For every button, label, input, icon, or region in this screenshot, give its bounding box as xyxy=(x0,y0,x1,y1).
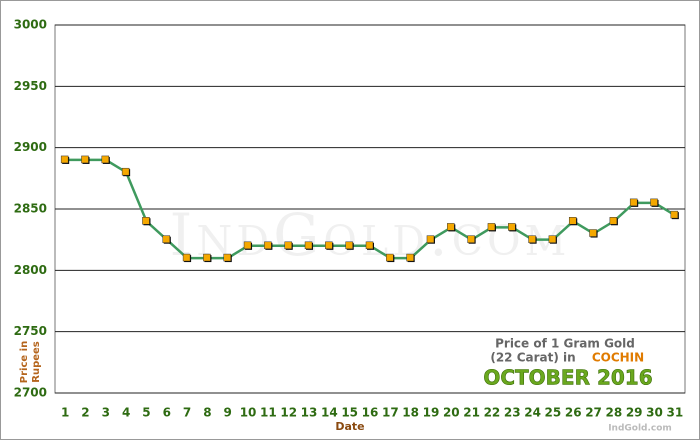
x-tick-label: 6 xyxy=(163,406,171,420)
x-tick-label: 29 xyxy=(626,406,643,420)
y-tick-label: 2850 xyxy=(14,202,47,216)
x-tick-label: 4 xyxy=(122,406,130,420)
y-tick-label: 3000 xyxy=(14,18,47,32)
x-tick-label: 18 xyxy=(402,406,419,420)
watermark: IndGold.com xyxy=(169,201,570,269)
marker xyxy=(629,198,638,207)
marker xyxy=(243,241,252,250)
x-tick-label: 16 xyxy=(362,406,379,420)
marker xyxy=(650,198,658,207)
marker xyxy=(325,241,333,250)
x-tick-label: 19 xyxy=(423,406,440,420)
marker xyxy=(182,253,191,262)
x-tick-label: 11 xyxy=(260,406,277,420)
marker xyxy=(508,223,516,231)
x-tick-label: 9 xyxy=(224,406,232,420)
x-tick-label: 12 xyxy=(280,406,297,420)
annotation-city: COCHIN xyxy=(592,351,644,365)
x-tick-label: 30 xyxy=(646,406,663,420)
marker xyxy=(162,235,171,243)
marker xyxy=(345,241,353,250)
x-tick-label: 15 xyxy=(341,406,358,420)
x-tick-label: 22 xyxy=(484,406,501,420)
x-axis-label: Date xyxy=(335,420,364,433)
x-tick-label: 1 xyxy=(61,406,69,420)
x-tick-label: 27 xyxy=(585,406,602,420)
x-tick-label: 2 xyxy=(81,406,89,420)
marker xyxy=(101,155,110,164)
y-axis-label: Price in xyxy=(19,341,30,383)
footer: IndGold.com xyxy=(608,424,672,434)
marker xyxy=(60,155,69,164)
marker xyxy=(142,217,150,225)
x-tick-label: 3 xyxy=(102,406,110,420)
x-tick-label: 31 xyxy=(666,406,683,420)
marker xyxy=(447,223,455,231)
x-tick-label: 21 xyxy=(463,406,480,420)
y-tick-label: 2700 xyxy=(14,386,47,400)
annotation-line: Price of 1 Gram Gold xyxy=(495,337,635,351)
marker xyxy=(670,210,679,219)
marker xyxy=(467,235,475,243)
y-tick-label: 2750 xyxy=(14,324,47,338)
x-tick-label: 25 xyxy=(545,406,562,420)
y-tick-label: 2800 xyxy=(14,263,47,277)
marker xyxy=(487,223,496,231)
marker xyxy=(386,253,394,262)
marker xyxy=(609,217,618,225)
marker xyxy=(304,241,313,250)
x-tick-label: 23 xyxy=(504,406,521,420)
marker xyxy=(284,241,292,250)
x-tick-label: 13 xyxy=(301,406,318,420)
x-tick-label: 5 xyxy=(142,406,150,420)
marker xyxy=(223,253,231,262)
marker xyxy=(568,217,577,225)
marker xyxy=(589,229,597,237)
x-tick-label: 10 xyxy=(240,406,257,420)
marker xyxy=(365,241,374,250)
marker xyxy=(264,241,272,250)
marker xyxy=(81,155,89,164)
marker xyxy=(203,253,211,262)
annotation-line: (22 Carat) in xyxy=(490,351,575,365)
annotation-month: OCTOBER 2016 xyxy=(483,366,652,390)
marker xyxy=(528,235,536,243)
marker xyxy=(121,167,130,176)
marker xyxy=(548,235,557,243)
x-tick-label: 24 xyxy=(524,406,541,420)
marker xyxy=(406,253,414,262)
x-tick-label: 26 xyxy=(565,406,582,420)
x-tick-label: 20 xyxy=(443,406,460,420)
marker xyxy=(426,235,435,243)
y-axis-label: Rupees xyxy=(31,341,42,383)
x-tick-label: 14 xyxy=(321,406,338,420)
x-tick-label: 7 xyxy=(183,406,191,420)
y-tick-label: 2900 xyxy=(14,140,47,154)
y-tick-label: 2950 xyxy=(14,79,47,93)
x-tick-label: 17 xyxy=(382,406,399,420)
x-tick-label: 28 xyxy=(606,406,623,420)
x-tick-label: 8 xyxy=(203,406,211,420)
